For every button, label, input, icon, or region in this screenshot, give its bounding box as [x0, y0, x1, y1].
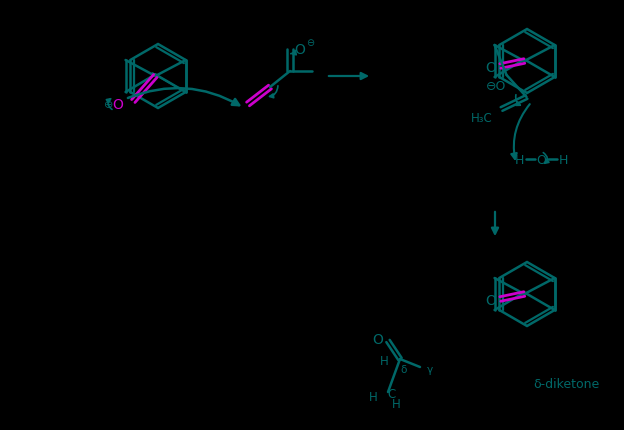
Text: O: O [536, 153, 546, 166]
Text: H: H [379, 355, 388, 368]
Text: O: O [112, 98, 123, 112]
Text: H: H [369, 390, 378, 404]
Text: H: H [392, 398, 401, 411]
Text: O: O [373, 332, 383, 346]
Text: O: O [295, 43, 305, 57]
Text: H: H [558, 153, 568, 166]
Text: ⊖O: ⊖O [486, 79, 507, 92]
Text: C: C [388, 387, 396, 401]
Text: ⊖: ⊖ [104, 100, 113, 110]
Text: γ: γ [427, 364, 433, 374]
Text: O: O [485, 293, 495, 307]
Text: H₃C: H₃C [470, 111, 492, 124]
Text: O: O [485, 61, 495, 75]
Text: δ: δ [401, 364, 407, 374]
Text: H: H [514, 153, 524, 166]
Text: δ-diketone: δ-diketone [533, 378, 599, 390]
Text: ⊖: ⊖ [306, 38, 314, 48]
